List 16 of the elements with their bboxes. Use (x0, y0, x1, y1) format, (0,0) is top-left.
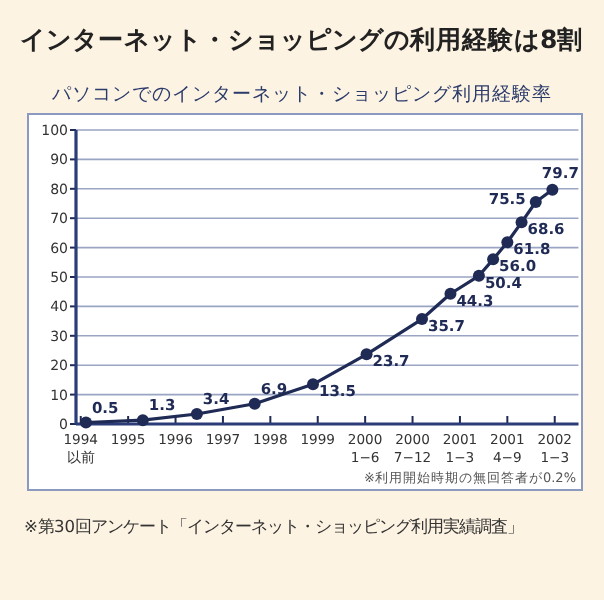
point (472, 269, 485, 282)
point (487, 253, 500, 266)
text: ※第30回アンケート「インターネット・ショッピング利用実績調査」 (24, 516, 524, 536)
point (444, 287, 457, 300)
chart-subtitle: パソコンでのインターネット・ショッピング利用経験率 (50, 82, 552, 106)
chart-title: インターネット・ショッピングの利用経験は8割 (20, 24, 584, 54)
point (307, 378, 319, 391)
point (360, 348, 373, 361)
point (515, 216, 528, 229)
point (190, 408, 203, 420)
point (501, 236, 514, 249)
point (529, 196, 542, 209)
point (136, 414, 149, 427)
point (546, 183, 559, 196)
point (416, 313, 429, 326)
point (248, 397, 261, 410)
